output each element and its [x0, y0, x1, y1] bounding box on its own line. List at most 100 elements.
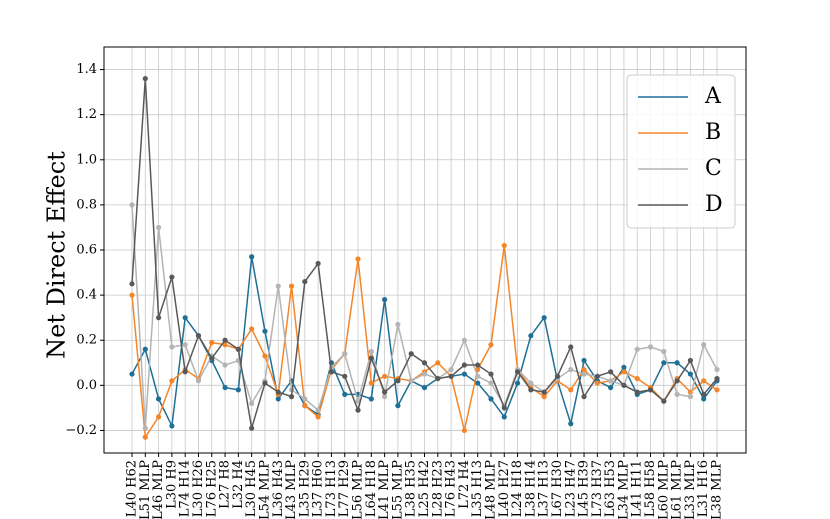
data-point [594, 373, 600, 379]
y-tick-label: 0.4 [76, 288, 97, 303]
data-point [634, 346, 640, 352]
data-point [674, 378, 680, 384]
data-point [249, 425, 255, 431]
x-tick-label: L77 H29 [337, 460, 352, 517]
data-point [408, 351, 414, 357]
data-point [621, 369, 627, 375]
data-point [355, 407, 361, 413]
data-point [155, 315, 162, 321]
data-point [288, 394, 295, 400]
data-point [182, 315, 188, 321]
data-point [395, 403, 401, 409]
data-point [421, 384, 428, 391]
data-point [674, 391, 680, 397]
x-tick-label: L38 H35 [404, 460, 419, 517]
data-point [249, 400, 255, 406]
data-point [421, 371, 428, 377]
x-tick-label: L32 H4 [231, 460, 246, 509]
data-point [129, 371, 135, 377]
data-point [182, 342, 188, 348]
data-point [222, 342, 228, 348]
x-tick-label: L51 MLP [138, 460, 153, 519]
data-point [568, 366, 574, 373]
data-point [608, 378, 614, 384]
data-point [195, 333, 202, 339]
data-point [395, 378, 401, 384]
data-point [315, 414, 321, 420]
data-point [142, 346, 148, 352]
data-point [262, 353, 268, 359]
data-point [461, 427, 467, 434]
data-point [129, 202, 135, 208]
data-point [647, 344, 654, 350]
legend-box [626, 74, 736, 229]
x-tick-label: L63 H53 [603, 460, 618, 517]
x-tick-label: L27 H8 [218, 460, 233, 509]
data-point [634, 389, 640, 395]
x-tick-label: L25 H42 [417, 460, 432, 517]
data-point [155, 224, 162, 231]
data-point [701, 342, 707, 348]
data-point [514, 369, 521, 375]
x-tick-label: L35 H13 [470, 460, 485, 517]
data-point [634, 375, 640, 382]
data-point [488, 396, 494, 402]
data-point [368, 380, 374, 386]
data-point [448, 366, 454, 373]
data-point [368, 355, 374, 361]
data-point [568, 387, 574, 393]
x-tick-label: L30 H9 [164, 460, 179, 509]
x-tick-label: L46 MLP [151, 460, 166, 519]
data-point [621, 382, 627, 388]
x-tick-label: L23 H47 [563, 460, 578, 517]
data-point [169, 344, 175, 350]
x-tick-label: L74 H14 [178, 460, 193, 517]
data-point [568, 421, 574, 427]
x-tick-label: L24 H18 [510, 460, 525, 517]
data-point [235, 387, 241, 393]
y-tick-label: 0.2 [76, 333, 97, 348]
data-point [701, 396, 707, 402]
data-point [687, 394, 694, 400]
data-point [395, 321, 401, 328]
y-tick-label: −0.2 [65, 423, 97, 438]
data-point [514, 380, 521, 386]
data-point [554, 373, 561, 379]
data-point [421, 360, 428, 366]
data-point [661, 398, 667, 404]
data-point [501, 242, 507, 249]
data-point [249, 326, 255, 332]
x-tick-label: L58 H58 [643, 460, 658, 517]
data-point [461, 371, 467, 377]
data-point [714, 387, 720, 393]
data-point [315, 260, 321, 267]
data-point [129, 292, 135, 298]
data-point [608, 384, 614, 391]
data-point [687, 357, 694, 364]
x-tick-label: L30 H45 [244, 460, 259, 517]
x-tick-label: L41 H11 [630, 460, 645, 517]
x-tick-label: L31 H16 [696, 460, 711, 517]
x-tick-label: L36 H43 [271, 460, 286, 517]
x-tick-label: L76 H43 [444, 460, 459, 517]
y-tick-label: 1.4 [76, 62, 97, 77]
x-tick-label: L72 H4 [457, 460, 472, 509]
data-point [687, 371, 694, 377]
x-tick-label: L34 MLP [616, 460, 631, 519]
data-point [222, 384, 228, 391]
data-point [528, 380, 534, 386]
data-point [581, 357, 587, 364]
x-tick-label: L38 MLP [710, 460, 725, 519]
data-point [275, 283, 281, 289]
data-point [302, 278, 308, 285]
data-point [701, 378, 707, 384]
y-tick-label: 1.2 [76, 107, 97, 122]
x-tick-label: L40 H27 [497, 460, 512, 517]
data-point [435, 360, 441, 366]
data-point [568, 344, 574, 350]
y-tick-label: 0.8 [76, 197, 97, 212]
data-point [382, 297, 388, 303]
data-point [142, 75, 148, 82]
data-point [501, 414, 507, 420]
x-tick-label: L40 H62 [125, 460, 140, 517]
